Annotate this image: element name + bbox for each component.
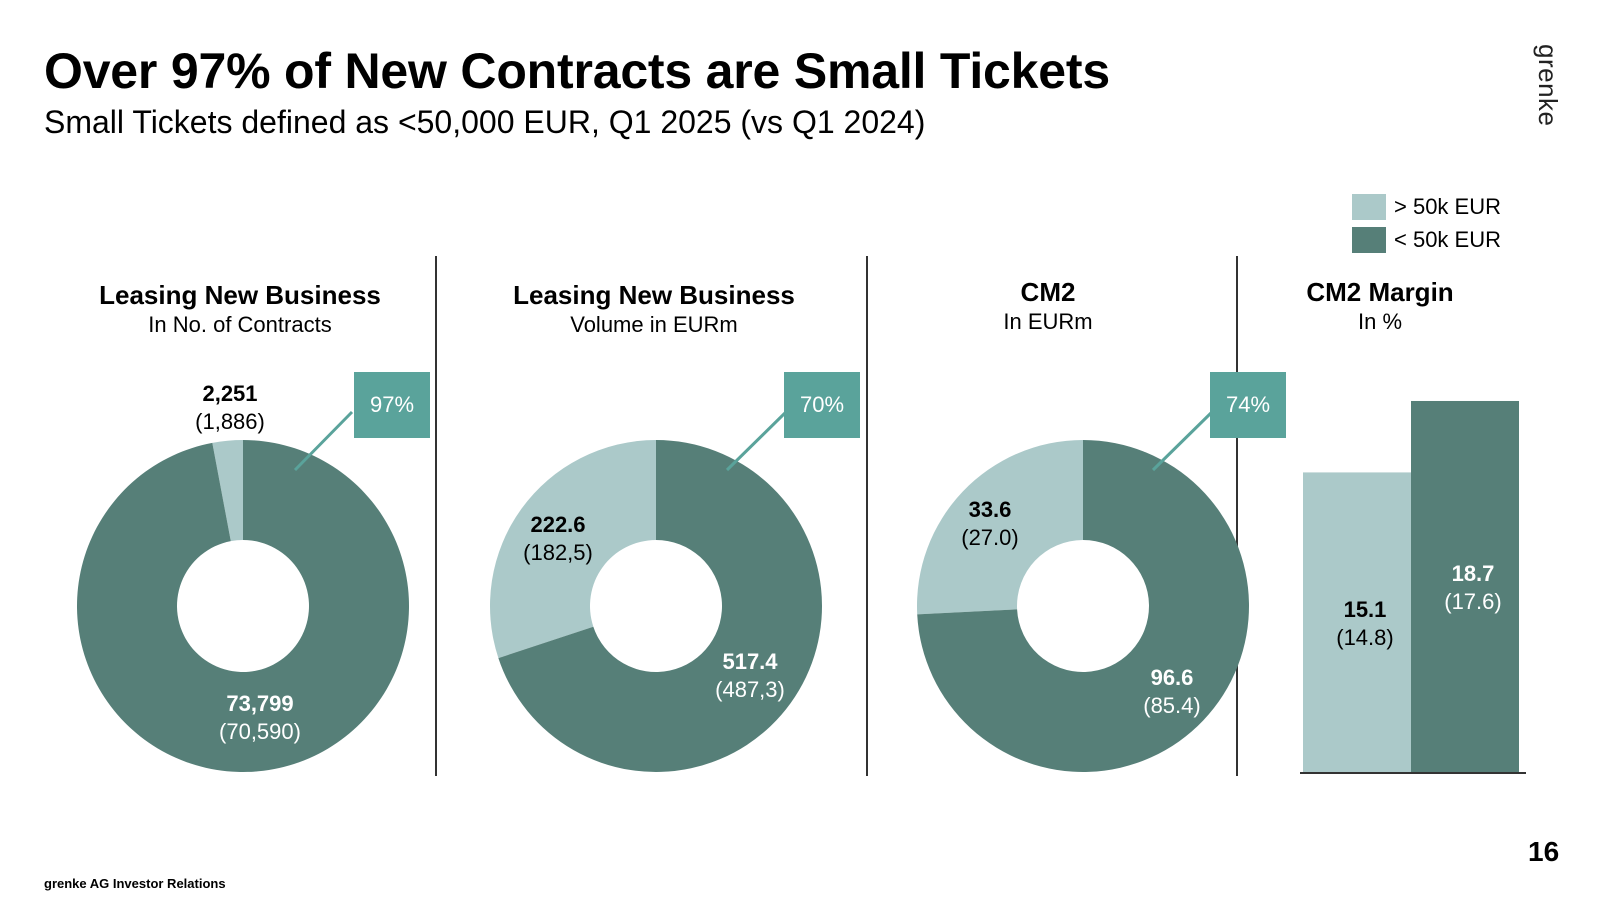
slice-over-50k [490,440,656,659]
bar-under-50k [1411,400,1519,772]
label-prior: (70,590) [219,719,301,744]
label-value: 2,251 [202,381,258,406]
chart1-subtitle: In No. of Contracts [148,312,332,337]
legend-item-under-50k: < 50k EUR [1352,227,1501,253]
panel-divider [866,256,868,776]
legend-swatch-dark [1352,227,1386,253]
slice-over-50k [212,440,243,542]
legend-item-over-50k: > 50k EUR [1352,194,1501,220]
legend-label: > 50k EUR [1394,194,1501,219]
label-value: 33.6 [968,497,1012,522]
data-label-contracts-large: 2,251 (1,886) [150,380,310,436]
label-value: 73,799 [226,691,294,716]
bar-label-over-50k: 15.1 (14.8) [1285,596,1445,652]
label-value: 517.4 [722,649,778,674]
donut-chart-cm2 [917,440,1249,773]
brand-logo: grenke [1533,44,1563,127]
legend-swatch-light [1352,194,1386,220]
callout-connector [293,410,354,472]
label-value: 15.1 [1343,597,1387,622]
label-prior: (1,886) [195,409,265,434]
bar-chart-cm2-margin [1303,400,1519,772]
legend-label: < 50k EUR [1394,227,1501,252]
page-number: 16 [1528,836,1560,867]
data-label-contracts-small: 73,799 (70,590) [180,690,340,746]
data-label-volume-large: 222.6 (182,5) [478,511,638,567]
label-value: 96.6 [1150,665,1194,690]
chart3-title: CM2 [1020,277,1076,307]
callout-connector [1151,410,1214,472]
data-label-volume-small: 517.4 (487,3) [670,648,830,704]
label-prior: (487,3) [715,677,785,702]
chart4-title: CM2 Margin [1306,277,1454,307]
label-prior: (27.0) [961,525,1019,550]
donut-chart-contracts [76,440,409,772]
bar-over-50k [1303,472,1411,772]
slice-over-50k [917,440,1083,615]
chart3-subtitle: In EURm [1003,309,1093,334]
chart2-title: Leasing New Business [513,280,795,310]
slice-under-50k [498,440,823,773]
page-title: Over 97% of New Contracts are Small Tick… [44,43,1110,99]
label-value: 222.6 [530,512,586,537]
data-label-cm2-large: 33.6 (27.0) [910,496,1070,552]
label-value: 18.7 [1451,561,1495,586]
slice-under-50k [76,440,409,772]
callout-share-cm2: 74% [1210,372,1286,438]
page-subtitle: Small Tickets defined as <50,000 EUR, Q1… [44,104,926,140]
panel-divider [435,256,437,776]
donut-chart-volume [490,440,823,773]
chart1-title: Leasing New Business [99,280,381,310]
slice-under-50k [917,440,1249,773]
callout-share-contracts: 97% [354,372,430,438]
label-prior: (14.8) [1336,625,1394,650]
panel-divider [1236,256,1238,776]
chart4-subtitle: In % [1357,309,1403,334]
footer-source: grenke AG Investor Relations [44,876,226,891]
label-prior: (182,5) [523,540,593,565]
callout-connector [725,410,788,472]
callout-share-volume: 70% [784,372,860,438]
label-prior: (17.6) [1444,589,1502,614]
label-prior: (85.4) [1143,693,1201,718]
chart2-subtitle: Volume in EURm [570,312,738,337]
bar-label-under-50k: 18.7 (17.6) [1393,560,1553,616]
data-label-cm2-small: 96.6 (85.4) [1092,664,1252,720]
